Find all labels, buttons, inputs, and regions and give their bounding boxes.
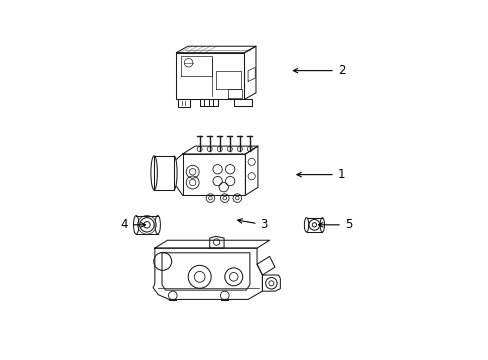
Text: 5: 5 bbox=[318, 218, 351, 231]
Text: 2: 2 bbox=[293, 64, 345, 77]
Text: 1: 1 bbox=[296, 168, 345, 181]
Text: 4: 4 bbox=[121, 218, 145, 231]
Text: 3: 3 bbox=[237, 218, 267, 231]
